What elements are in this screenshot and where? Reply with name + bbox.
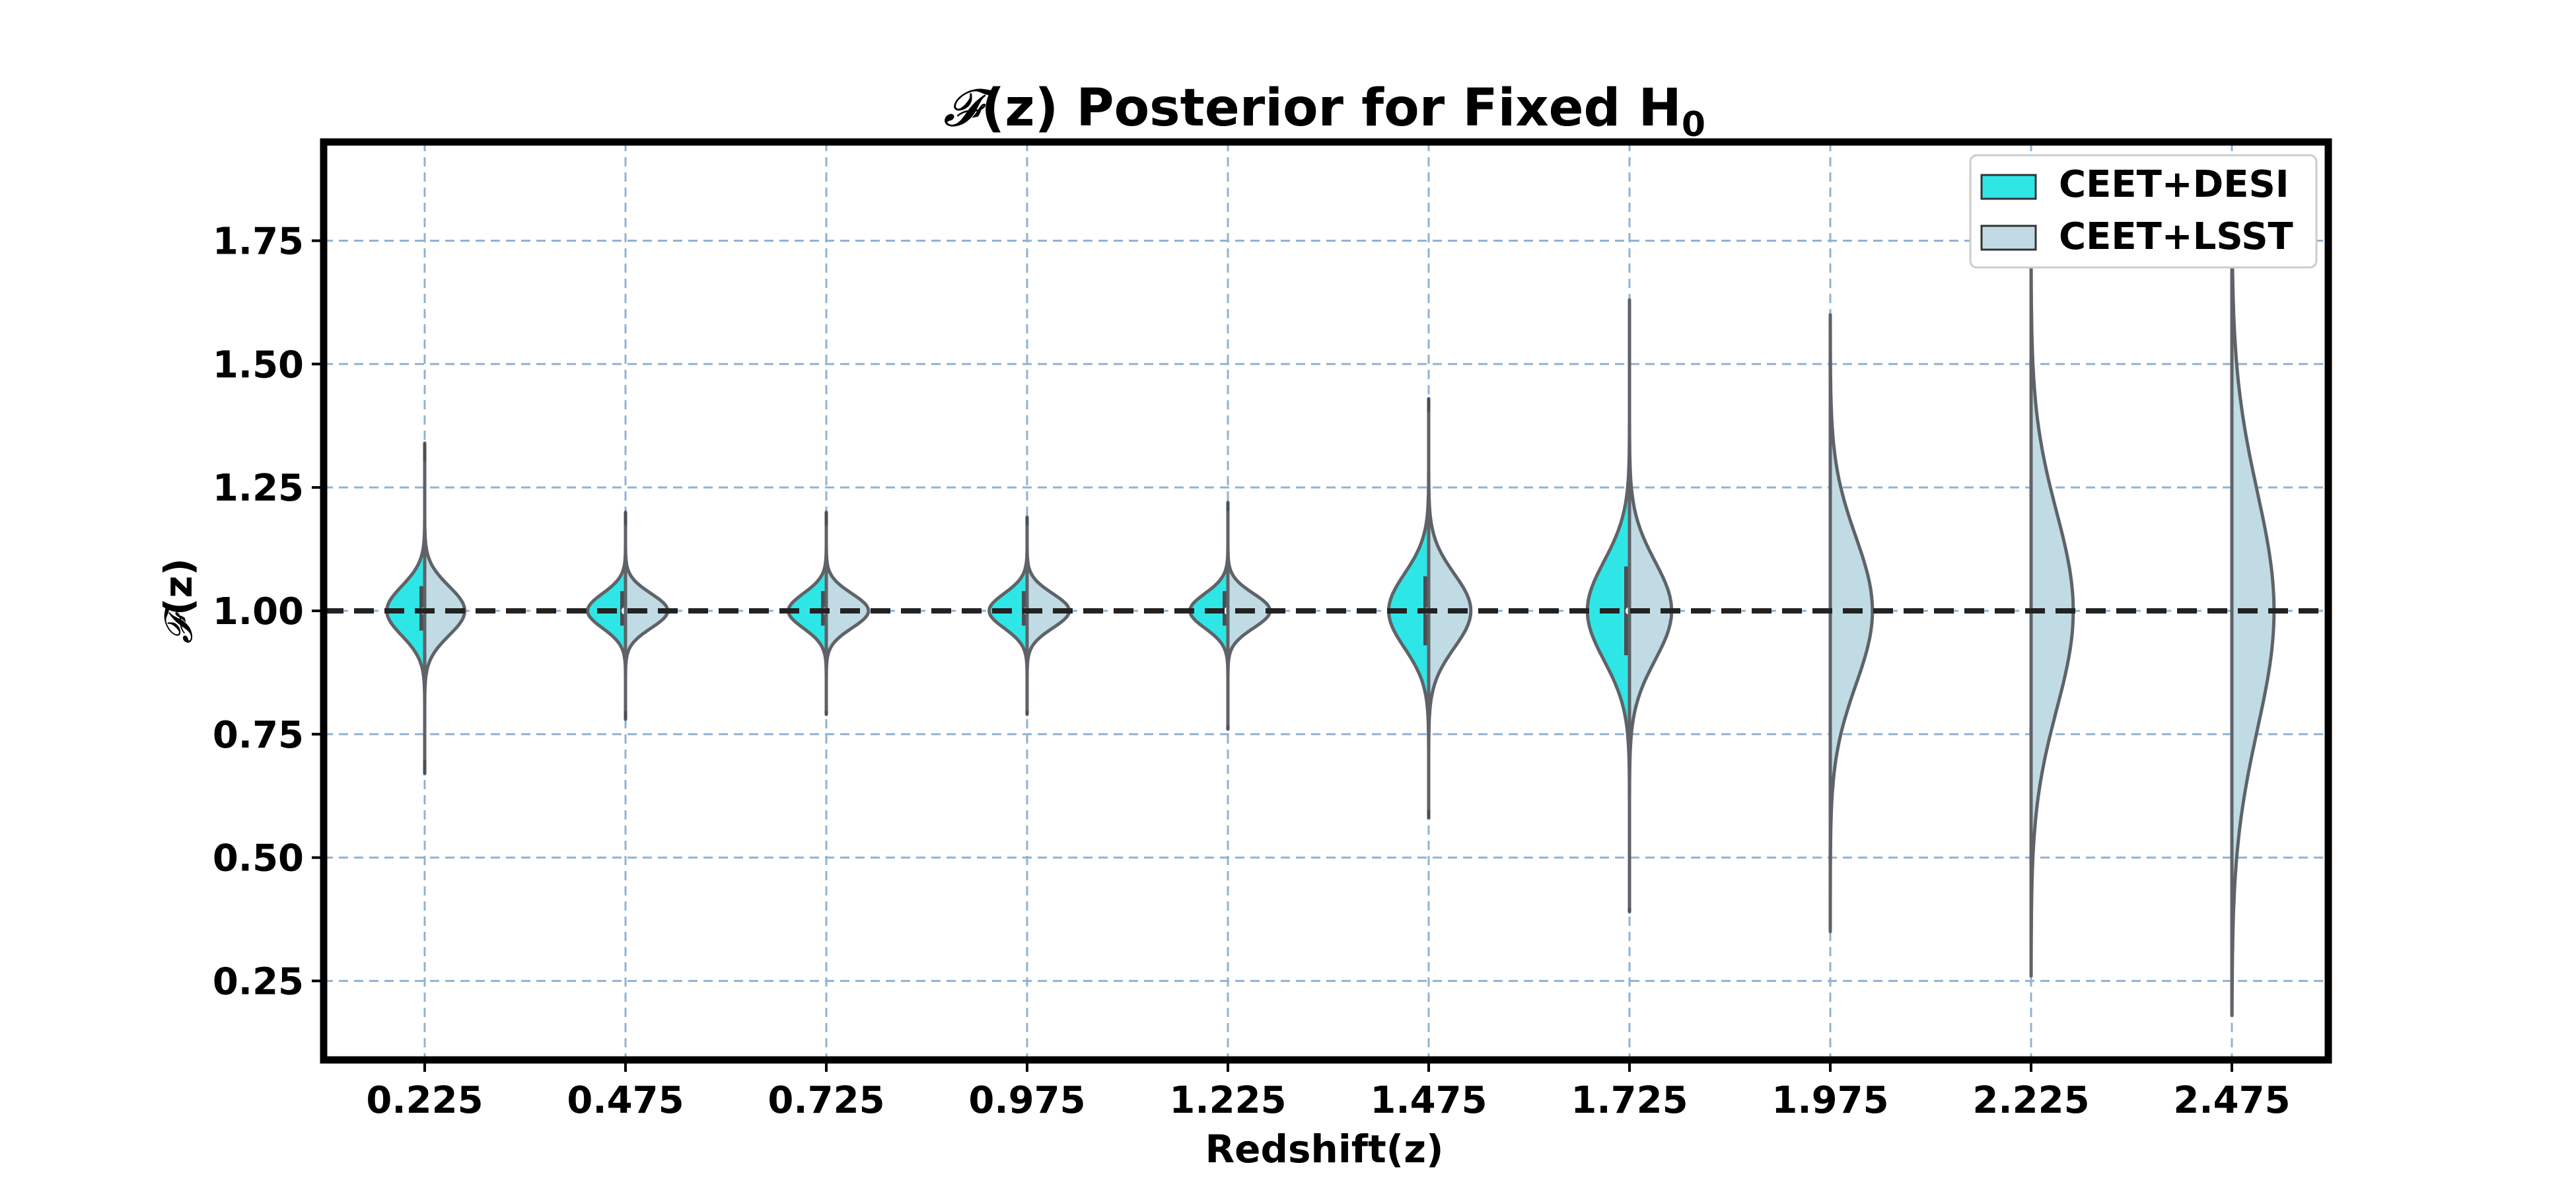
x-tick-label: 0.725	[768, 1079, 884, 1122]
y-tick-label: 1.25	[213, 467, 304, 510]
violin-half-ceet-lsst	[2029, 238, 2075, 978]
legend-swatch-ceet-lsst	[1980, 225, 2037, 251]
x-tick-label: 1.975	[1771, 1079, 1888, 1122]
legend-label-ceet-desi: CEET+DESI	[2059, 163, 2289, 206]
legend: CEET+DESI CEET+LSST	[1969, 154, 2318, 269]
legend-frame	[1969, 154, 2318, 269]
x-tick-label: 1.475	[1370, 1079, 1487, 1122]
violin-half-ceet-lsst	[1828, 313, 1875, 934]
y-tick-label: 1.50	[213, 343, 304, 386]
y-tick-label: 0.75	[213, 714, 304, 757]
y-tick-label: 1.75	[213, 220, 304, 263]
violin-half-ceet-desi	[1585, 337, 1631, 914]
plot-frame	[320, 138, 2332, 1064]
y-label-text: (z)	[156, 558, 201, 615]
violin-half-ceet-desi	[987, 515, 1029, 717]
x-tick-label: 0.475	[567, 1079, 684, 1122]
x-tick-label: 0.225	[366, 1079, 483, 1122]
chart-title: 𝓕(z) Posterior for Fixed H0	[943, 79, 1705, 145]
violin-half-ceet-desi	[1188, 501, 1230, 731]
violin-half-ceet-desi	[586, 510, 627, 721]
legend-label-ceet-lsst: CEET+LSST	[2059, 215, 2293, 258]
violin-layer	[385, 234, 2276, 1018]
x-axis-label: Redshift(z)	[1205, 1127, 1444, 1172]
tick-layer: 0.225 0.475 0.725 0.975 1.225 1.475 1.725 1.975…	[213, 220, 2291, 1122]
violin-half-ceet-lsst	[1025, 525, 1071, 711]
y-tick-label: 0.25	[213, 960, 304, 1003]
violin-half-ceet-lsst	[824, 525, 871, 711]
violin-half-ceet-lsst	[2230, 234, 2276, 1018]
violin-half-ceet-lsst	[1628, 298, 1674, 909]
legend-swatch-ceet-desi	[1980, 174, 2037, 200]
x-tick-label: 2.475	[2173, 1079, 2290, 1122]
y-axis-label: 𝓕(z)	[156, 558, 201, 644]
violin-half-ceet-lsst	[1226, 510, 1272, 726]
y-tick-label: 1.00	[213, 590, 304, 633]
title-text: (z) Posterior for Fixed H	[982, 79, 1682, 138]
violin-half-ceet-lsst	[624, 525, 670, 711]
title-subscript: 0	[1682, 105, 1705, 145]
x-tick-label: 0.975	[968, 1079, 1085, 1122]
y-tick-label: 0.50	[213, 837, 304, 880]
x-tick-label: 1.225	[1169, 1079, 1286, 1122]
x-tick-label: 2.225	[1972, 1079, 2089, 1122]
x-tick-label: 1.725	[1571, 1079, 1688, 1122]
